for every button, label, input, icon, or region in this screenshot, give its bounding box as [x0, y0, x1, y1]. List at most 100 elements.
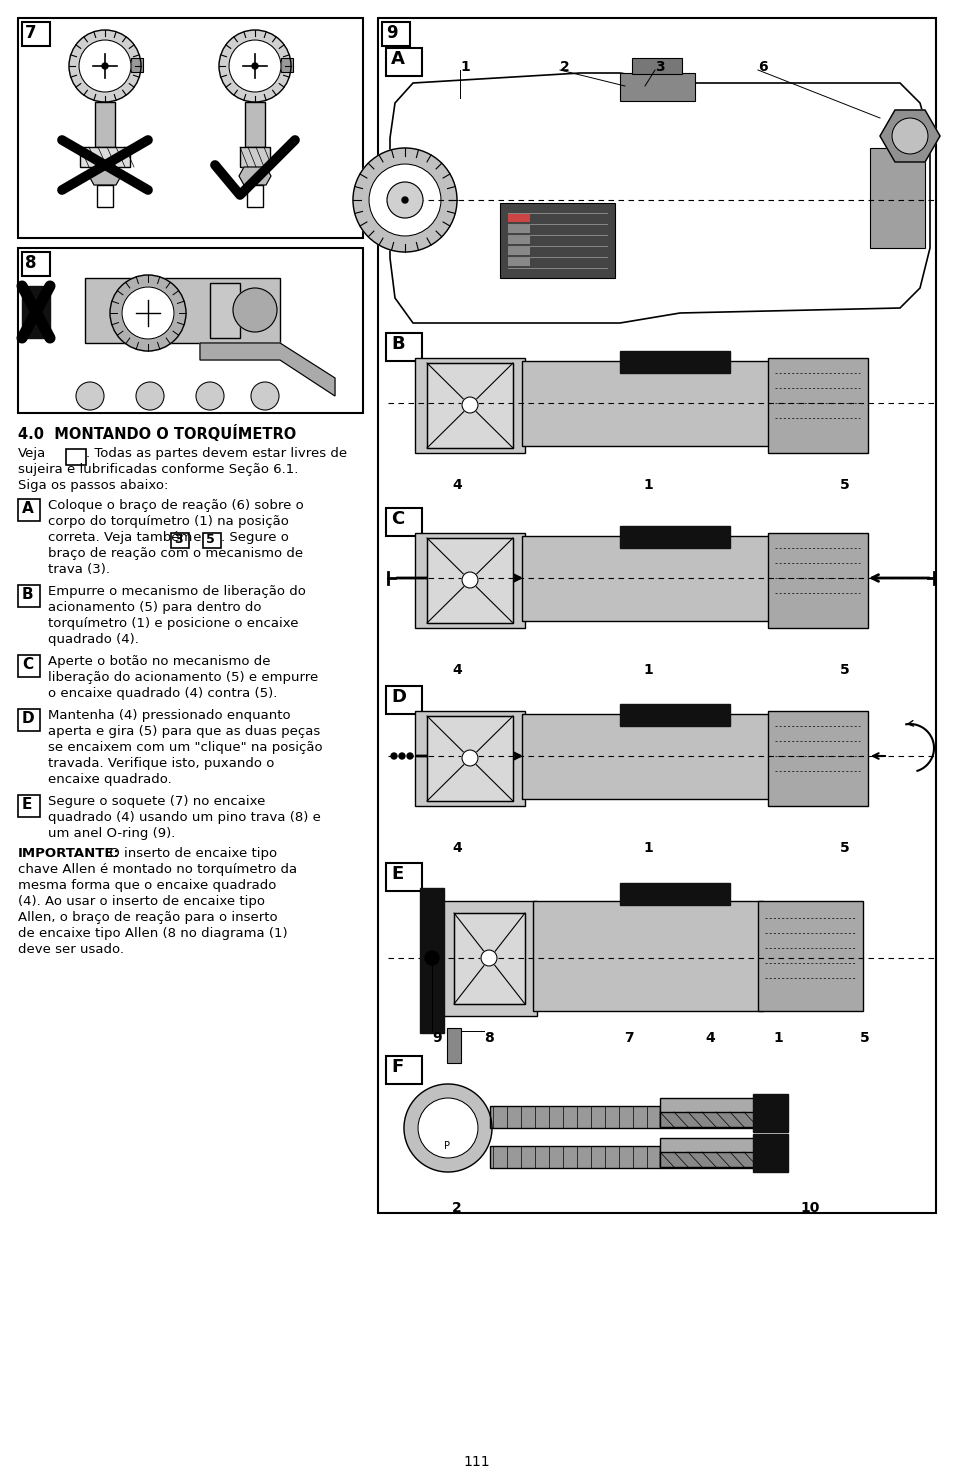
- Bar: [521, 714, 771, 799]
- Bar: [490, 1146, 659, 1168]
- Circle shape: [76, 382, 104, 410]
- Bar: [659, 1152, 754, 1167]
- Text: 8: 8: [25, 254, 36, 271]
- Text: 9: 9: [432, 1031, 441, 1044]
- Bar: [97, 184, 112, 207]
- Text: F: F: [391, 1058, 403, 1075]
- Circle shape: [229, 40, 281, 91]
- Bar: [381, 22, 410, 46]
- Text: e: e: [189, 531, 206, 544]
- Text: 3: 3: [173, 532, 182, 546]
- Text: Coloque o braço de reação (6) sobre o: Coloque o braço de reação (6) sobre o: [48, 499, 303, 512]
- Text: Mantenha (4) pressionado enquanto: Mantenha (4) pressionado enquanto: [48, 709, 291, 721]
- Bar: [427, 363, 513, 448]
- Text: 5: 5: [840, 841, 849, 855]
- Circle shape: [407, 754, 413, 760]
- Bar: [386, 863, 421, 891]
- Text: IMPORTANTE:: IMPORTANTE:: [18, 847, 120, 860]
- Text: B: B: [22, 587, 33, 602]
- Circle shape: [195, 382, 224, 410]
- Bar: [521, 361, 771, 445]
- Bar: [415, 358, 524, 453]
- Bar: [427, 538, 513, 622]
- Circle shape: [110, 274, 186, 351]
- Bar: [631, 58, 681, 74]
- Bar: [659, 1112, 754, 1127]
- Bar: [131, 58, 143, 72]
- Text: D: D: [391, 687, 406, 707]
- Bar: [447, 1028, 460, 1063]
- Bar: [419, 888, 443, 1032]
- Bar: [454, 913, 524, 1004]
- Text: 4: 4: [452, 841, 461, 855]
- Text: liberação do acionamento (5) e empurre: liberação do acionamento (5) e empurre: [48, 671, 318, 684]
- Bar: [95, 102, 115, 148]
- Bar: [386, 686, 421, 714]
- Text: 1: 1: [642, 478, 652, 493]
- Text: Veja: Veja: [18, 447, 46, 460]
- Bar: [85, 277, 280, 344]
- Text: 7: 7: [25, 24, 36, 41]
- Bar: [490, 1106, 659, 1128]
- Bar: [386, 1056, 421, 1084]
- Text: Aperte o botão no mecanismo de: Aperte o botão no mecanismo de: [48, 655, 271, 668]
- Text: acionamento (5) para dentro do: acionamento (5) para dentro do: [48, 600, 261, 614]
- Polygon shape: [239, 167, 271, 184]
- Text: 111: 111: [463, 1454, 490, 1469]
- Bar: [533, 901, 762, 1010]
- Bar: [80, 148, 130, 167]
- Bar: [619, 351, 729, 373]
- Bar: [18, 248, 363, 413]
- Text: C: C: [22, 656, 33, 673]
- Circle shape: [353, 148, 456, 252]
- Bar: [22, 252, 50, 276]
- Circle shape: [122, 288, 173, 339]
- Text: 1: 1: [642, 662, 652, 677]
- Text: um anel O-ring (9).: um anel O-ring (9).: [48, 827, 175, 839]
- Circle shape: [401, 198, 408, 204]
- Bar: [18, 18, 363, 237]
- Text: se encaixem com um "clique" na posição: se encaixem com um "clique" na posição: [48, 740, 322, 754]
- Bar: [454, 913, 524, 1004]
- Circle shape: [480, 950, 497, 966]
- Circle shape: [398, 754, 405, 760]
- Text: 4.0  MONTANDO O TORQUÍMETRO: 4.0 MONTANDO O TORQUÍMETRO: [18, 425, 296, 442]
- Bar: [18, 499, 40, 521]
- Circle shape: [461, 397, 477, 413]
- Circle shape: [403, 1084, 492, 1173]
- Bar: [507, 226, 530, 233]
- Bar: [619, 704, 729, 726]
- Text: D: D: [22, 711, 34, 726]
- Text: 3: 3: [655, 60, 664, 74]
- Bar: [386, 49, 421, 77]
- Bar: [619, 527, 729, 549]
- Text: 8: 8: [483, 1031, 494, 1044]
- Bar: [415, 711, 524, 805]
- Bar: [171, 532, 189, 549]
- Circle shape: [391, 754, 396, 760]
- Text: 5: 5: [840, 478, 849, 493]
- Text: A: A: [391, 50, 404, 68]
- Circle shape: [102, 63, 108, 69]
- Text: de encaixe tipo Allen (8 no diagrama (1): de encaixe tipo Allen (8 no diagrama (1): [18, 926, 287, 940]
- Text: B: B: [391, 335, 404, 353]
- Text: deve ser usado.: deve ser usado.: [18, 943, 124, 956]
- Text: Segure o soquete (7) no encaixe: Segure o soquete (7) no encaixe: [48, 795, 265, 808]
- Circle shape: [79, 40, 131, 91]
- Bar: [18, 655, 40, 677]
- Bar: [427, 538, 513, 622]
- Bar: [767, 711, 867, 805]
- Polygon shape: [879, 111, 939, 162]
- Text: Siga os passos abaixo:: Siga os passos abaixo:: [18, 479, 168, 493]
- Bar: [869, 148, 924, 248]
- Text: E: E: [391, 864, 403, 884]
- Bar: [386, 333, 421, 361]
- Bar: [758, 901, 862, 1010]
- Bar: [752, 1094, 787, 1131]
- Text: Empurre o mecanismo de liberação do: Empurre o mecanismo de liberação do: [48, 586, 306, 597]
- Bar: [18, 795, 40, 817]
- Text: 1: 1: [642, 841, 652, 855]
- Circle shape: [251, 382, 278, 410]
- Text: chave Allen é montado no torquímetro da: chave Allen é montado no torquímetro da: [18, 863, 296, 876]
- Text: mesma forma que o encaixe quadrado: mesma forma que o encaixe quadrado: [18, 879, 276, 892]
